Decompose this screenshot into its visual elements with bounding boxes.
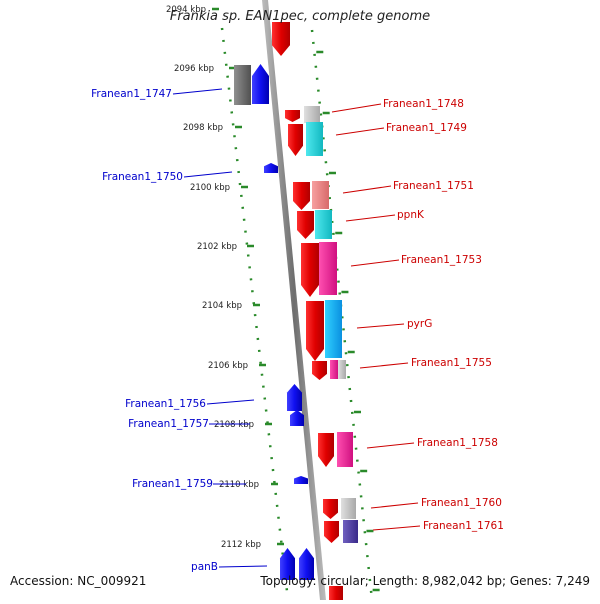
gene-leader-line <box>331 103 382 113</box>
page-title: Frankia sp. EAN1pec, complete genome <box>169 9 431 24</box>
gene-arrow <box>285 110 300 122</box>
gene-block <box>234 65 251 105</box>
gene-block <box>343 520 358 543</box>
gene-label-right: Franean1_1753 <box>401 254 482 266</box>
gene-arrow <box>287 384 302 411</box>
gene-block <box>329 586 343 600</box>
gene-arrow <box>323 499 338 519</box>
gene-label-right: ppnK <box>397 209 425 221</box>
kbp-label: 2096 kbp <box>174 64 214 74</box>
gene-arrow <box>306 301 324 361</box>
kbp-labels: 2094 kbp 2096 kbp 2098 kbp 2100 kbp 2102 kbp… <box>166 5 261 550</box>
gene-leader-line <box>359 362 409 369</box>
gene-label-right: Franean1_1748 <box>383 98 464 110</box>
gene-leader-line <box>345 214 396 222</box>
genome-backbone <box>262 0 326 600</box>
gene-label-left: Franean1_1750 <box>102 171 183 183</box>
kbp-label: 2104 kbp <box>202 301 242 311</box>
gene-label-right: pyrG <box>407 318 432 330</box>
gene-arrow <box>288 124 303 156</box>
gene-label-left: Franean1_1757 <box>128 418 209 430</box>
gene-leader-line <box>370 502 419 509</box>
gene-block <box>304 106 320 123</box>
gene-leader-line <box>372 525 421 531</box>
gene-leader-line <box>342 185 392 194</box>
gene-block <box>330 360 338 379</box>
kbp-label: 2100 kbp <box>190 183 230 193</box>
gene-arrow <box>299 548 314 580</box>
gene-arrow <box>293 182 310 210</box>
gene-label-left: panB <box>191 561 218 573</box>
gene-shapes <box>234 22 358 600</box>
gene-block <box>341 498 356 519</box>
gene-block <box>337 432 353 467</box>
kbp-label: 2108 kbp <box>214 420 254 430</box>
gene-arrow <box>312 361 327 380</box>
gene-block <box>325 300 342 358</box>
gene-block <box>312 181 329 209</box>
kbp-label: 2110 kbp <box>219 480 259 490</box>
gene-arrow <box>272 22 290 56</box>
gene-block <box>315 210 332 239</box>
kbp-ticks <box>212 7 380 592</box>
gene-leader-line <box>366 442 415 449</box>
gene-label-right: Franean1_1749 <box>386 122 467 134</box>
gene-label-left: Franean1_1756 <box>125 398 206 410</box>
gene-leader-line <box>206 399 255 405</box>
gene-label-right: Franean1_1751 <box>393 180 474 192</box>
gene-arrow <box>301 243 319 297</box>
gene-label-right: Franean1_1760 <box>421 497 502 509</box>
kbp-label: 2106 kbp <box>208 361 248 371</box>
gene-leader-line <box>183 171 233 178</box>
gene-label-right: Franean1_1758 <box>417 437 498 449</box>
gene-label-left: Franean1_1759 <box>132 478 213 490</box>
gene-leader-line <box>350 259 400 267</box>
gene-arrow <box>294 476 308 484</box>
gene-leader-line <box>218 565 268 568</box>
accession-label: Accession: NC_009921 <box>10 574 147 588</box>
gene-leader-line <box>335 127 385 136</box>
kbp-label: 2102 kbp <box>197 242 237 252</box>
gene-arrow <box>324 521 339 543</box>
gene-arrow <box>297 211 314 239</box>
gene-arrow <box>252 64 269 104</box>
kbp-label: 2094 kbp <box>166 5 206 15</box>
kbp-label: 2112 kbp <box>221 540 261 550</box>
gene-label-left: Franean1_1747 <box>91 88 172 100</box>
gene-block <box>338 360 346 379</box>
gene-arrow <box>318 433 334 467</box>
gene-labels: Franean1_1747 Franean1_1750 Franean1_1756 F… <box>91 88 504 573</box>
gene-leader-line <box>356 323 405 329</box>
gene-arrow <box>280 548 295 580</box>
gene-leader-line <box>172 88 223 95</box>
gene-arrow <box>290 410 304 426</box>
genome-summary-label: Topology: circular; Length: 8,982,042 bp… <box>260 574 590 588</box>
gene-arrow <box>264 163 278 173</box>
gene-label-right: Franean1_1755 <box>411 357 492 369</box>
kbp-label: 2098 kbp <box>183 123 223 133</box>
gene-block <box>306 122 323 156</box>
gene-label-right: Franean1_1761 <box>423 520 504 532</box>
gene-block <box>319 242 337 295</box>
